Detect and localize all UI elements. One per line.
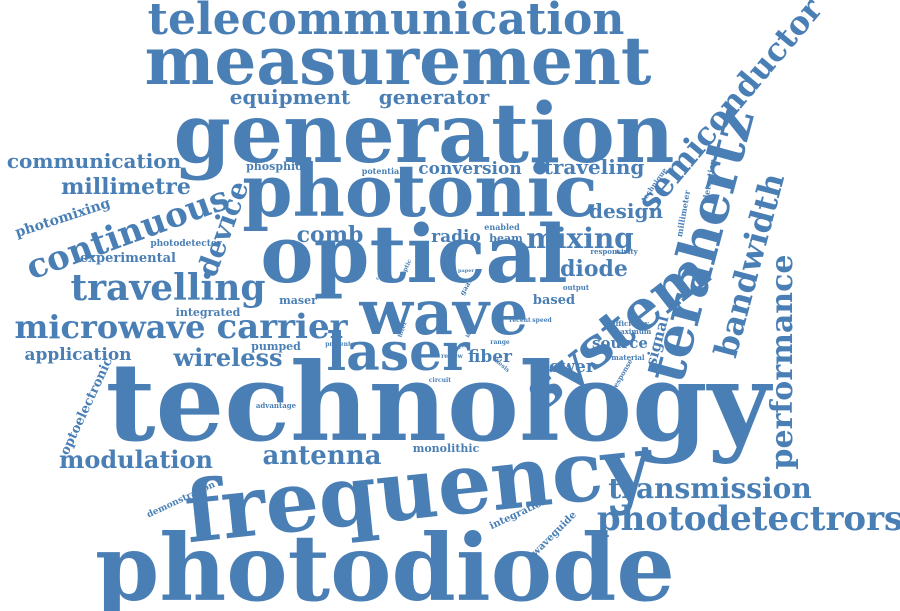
word-power: power	[537, 357, 596, 377]
word-carrier: carrier	[216, 307, 348, 347]
word-design: design	[589, 199, 664, 223]
word-traveling: traveling	[544, 155, 645, 179]
word-radio: radio	[431, 227, 481, 247]
word-transmission: transmission	[608, 472, 811, 505]
word-wireless: wireless	[172, 343, 282, 372]
word-wave: wave	[358, 276, 528, 349]
word-generator: generator	[379, 85, 490, 109]
word-paper: paper	[458, 268, 474, 274]
word-fiber: fiber	[468, 347, 513, 367]
word-technology: technology	[106, 340, 774, 466]
word-speed: speed	[532, 317, 552, 324]
word-enabled: enabled	[484, 222, 520, 232]
word-conversion: conversion	[418, 159, 521, 179]
word-monolithic: monolithic	[413, 442, 480, 455]
word-telecommunication: telecommunication	[148, 0, 625, 45]
word-phosphide: phosphide	[246, 160, 310, 173]
word-present: present	[325, 341, 351, 348]
word-measurement: measurement	[145, 22, 652, 100]
word-photodiode: photodiode	[95, 514, 675, 611]
word-recent: recent	[509, 317, 531, 324]
word-photodetectrors: photodetectrors	[597, 499, 900, 539]
word-photodetector: photodetector	[150, 239, 222, 249]
word-advantage: advantage	[256, 401, 297, 410]
word-integrated: integrated	[176, 306, 241, 319]
word-output: output	[563, 283, 590, 292]
word-modulation: modulation	[59, 445, 213, 474]
word-pumped: pumped	[251, 340, 301, 353]
word-generation: generation	[174, 86, 675, 182]
word-potential: potential	[362, 166, 403, 176]
word-antenna: antenna	[263, 441, 382, 471]
word-equipment: equipment	[230, 85, 351, 109]
word-comb: comb	[297, 222, 364, 248]
word-review: review	[441, 353, 464, 360]
word-maximum: maximum	[613, 327, 652, 336]
word-performance: performance	[765, 255, 800, 470]
word-experimental: experimental	[80, 251, 176, 266]
word-diode: diode	[560, 256, 628, 282]
word-travelling: travelling	[70, 267, 265, 309]
word-responsivity: responsivity	[590, 247, 638, 256]
word-communication: communication	[7, 149, 182, 173]
word-based: based	[533, 293, 575, 308]
word-source: source	[592, 334, 648, 352]
word-optical: optical	[260, 207, 568, 301]
word-circuit: circuit	[429, 377, 451, 384]
word-application: application	[24, 345, 131, 365]
word-mixing: mixing	[526, 222, 634, 255]
word-millimetre: millimetre	[61, 174, 191, 200]
word-material: material	[611, 353, 645, 362]
word-range: range	[490, 339, 510, 346]
word-laser: laser	[326, 322, 470, 383]
word-maser: maser	[279, 294, 317, 307]
word-efficiency: efficiency	[611, 319, 650, 328]
word-cloud-words: technology photodiode frequency generati…	[7, 0, 900, 611]
word-microwave: microwave	[15, 308, 206, 346]
word-photonic: photonic	[242, 148, 598, 233]
word-beam: beam	[489, 232, 523, 245]
